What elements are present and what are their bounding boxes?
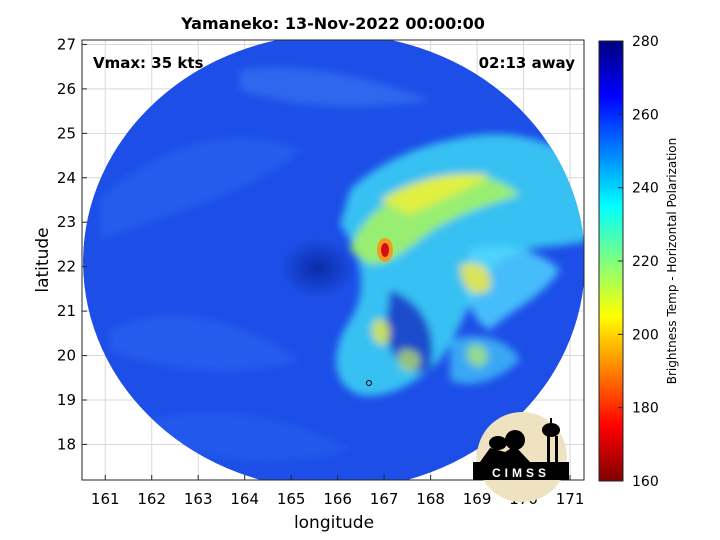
colorbar-ticks: 160 180 200 220 240 260 280 — [618, 34, 659, 490]
y-axis-label: latitude — [33, 227, 53, 292]
y-tick-label-4: 22 — [57, 258, 76, 276]
x-tick-label-7: 168 — [416, 490, 445, 508]
x-tick-label-1: 162 — [137, 490, 166, 508]
colorbar-tick-label-2: 200 — [632, 327, 659, 343]
x-axis: 161162163164165166167168169170171 — [91, 475, 584, 508]
x-tick-label-0: 161 — [91, 490, 120, 508]
x-tick-label-8: 169 — [463, 490, 492, 508]
cimss-logo: CIMSS — [473, 412, 569, 502]
y-tick-label-2: 20 — [57, 347, 76, 365]
y-axis: 18 19 20 21 22 23 24 25 26 27 — [57, 35, 87, 453]
time-away-annotation: 02:13 away — [479, 54, 576, 72]
colorbar-tick-label-4: 240 — [632, 181, 659, 197]
y-tick-label-1: 19 — [57, 391, 76, 409]
plot-frame — [81, 39, 585, 481]
y-tick-label-3: 21 — [57, 302, 76, 320]
x-tick-label-4: 165 — [277, 490, 306, 508]
y-tick-label-6: 24 — [57, 169, 76, 187]
colorbar-tick-label-6: 280 — [632, 34, 659, 50]
colorbar-tick-label-0: 160 — [632, 474, 659, 490]
x-tick-label-10: 171 — [556, 490, 585, 508]
colorbar-label: Brightness Temp - Horizontal Polarizatio… — [665, 138, 679, 385]
logo-text: CIMSS — [492, 466, 550, 480]
x-axis-label: longitude — [294, 513, 374, 533]
x-tick-label-6: 167 — [370, 490, 399, 508]
vmax-annotation: Vmax: 35 kts — [93, 54, 203, 72]
y-tick-label-8: 26 — [57, 80, 76, 98]
satellite-swath — [83, 40, 584, 480]
x-tick-label-2: 163 — [184, 490, 213, 508]
y-tick-label-9: 27 — [57, 35, 76, 53]
colorbar-tick-label-3: 220 — [632, 254, 659, 270]
y-tick-label-0: 18 — [57, 435, 76, 453]
y-tick-label-7: 25 — [57, 124, 76, 142]
x-tick-label-5: 166 — [323, 490, 352, 508]
y-tick-label-5: 23 — [57, 213, 76, 231]
colorbar-tick-label-1: 180 — [632, 401, 659, 417]
x-tick-label-3: 164 — [230, 490, 259, 508]
chart-title: Yamaneko: 13-Nov-2022 00:00:00 — [181, 14, 485, 33]
colorbar-tick-label-5: 260 — [632, 107, 659, 123]
